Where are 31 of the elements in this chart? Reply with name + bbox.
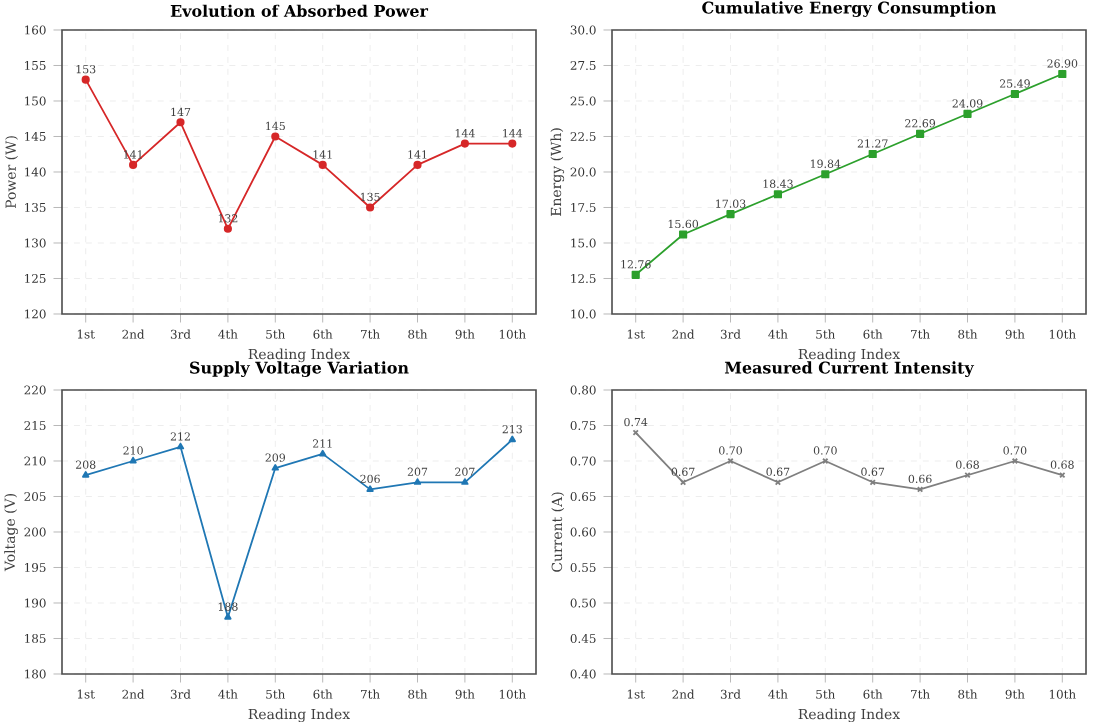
point (1058, 69, 1067, 79)
point (318, 160, 327, 169)
point (224, 613, 232, 620)
point (271, 464, 279, 471)
point (176, 442, 185, 450)
point (460, 139, 469, 148)
point (868, 149, 877, 159)
point (461, 478, 469, 485)
point (916, 129, 925, 138)
point (366, 485, 374, 492)
point (726, 210, 735, 219)
point (679, 230, 688, 239)
point (413, 160, 422, 169)
point (82, 471, 90, 478)
point (1010, 89, 1019, 99)
point (366, 203, 375, 212)
point (631, 270, 640, 279)
point (223, 224, 232, 233)
point (821, 170, 830, 179)
point (413, 478, 422, 485)
point (1011, 457, 1019, 465)
point (129, 456, 137, 464)
point (508, 139, 517, 148)
point (271, 132, 280, 141)
point (319, 449, 327, 457)
point (508, 435, 516, 443)
point (129, 160, 138, 169)
point (963, 109, 972, 118)
point (773, 190, 782, 199)
point (176, 118, 185, 127)
point (81, 75, 90, 84)
